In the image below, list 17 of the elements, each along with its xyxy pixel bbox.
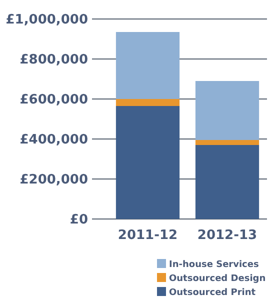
y-tick-label: £1,000,000: [6, 12, 88, 28]
y-tick-label: £600,000: [20, 92, 88, 108]
bar: [195, 140, 260, 145]
bar: [195, 81, 260, 140]
legend-label: In-house Services: [169, 260, 259, 270]
y-tick-label: £400,000: [20, 132, 88, 148]
x-tick-label: 2012-13: [197, 228, 258, 243]
bar: [195, 145, 260, 219]
bar: [116, 32, 180, 99]
bar: [116, 99, 180, 106]
y-tick-label: £0: [70, 212, 88, 228]
legend-label: Outsourced Print: [169, 288, 256, 298]
bar: [116, 106, 180, 219]
x-tick-label: 2011-12: [118, 228, 178, 243]
y-tick-label: £200,000: [20, 172, 88, 188]
y-tick-label: £800,000: [20, 52, 88, 68]
legend-label: Outsourced Design: [169, 274, 266, 284]
